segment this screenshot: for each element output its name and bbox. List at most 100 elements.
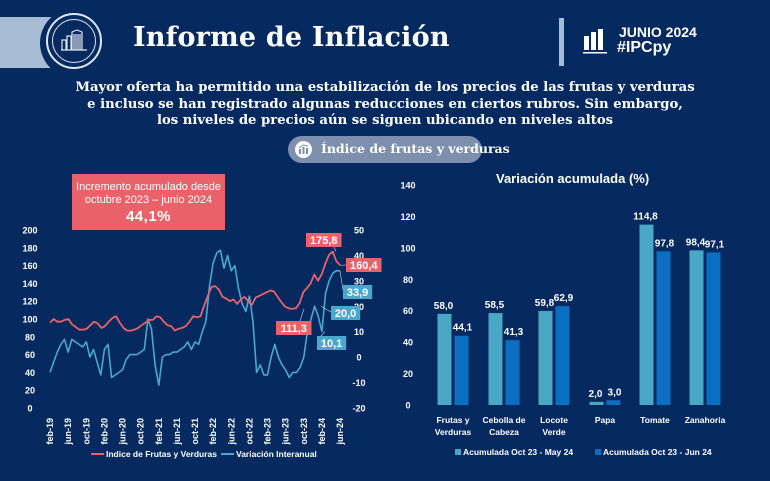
bar: [656, 251, 671, 405]
bar-category-label: Locote: [540, 415, 568, 425]
annotation-box: [317, 336, 347, 350]
bar-chart-title: Variación acumulada (%): [496, 171, 650, 186]
bar: [589, 401, 604, 405]
y-left-tick: 120: [22, 297, 37, 307]
annotation-label: 175,8: [310, 235, 338, 247]
annotation-label: 111,3: [281, 323, 307, 335]
legend-label-variation: Variación Interanual: [236, 449, 317, 459]
annotation-box: [343, 285, 373, 299]
page-title: Informe de Inflación: [133, 22, 450, 53]
annotation-leader: [320, 306, 332, 313]
bar-y-tick: 120: [400, 212, 415, 222]
bar: [454, 335, 469, 405]
y-left-tick: 40: [25, 368, 35, 378]
headline-line: e incluso se han registrado algunas redu…: [87, 96, 683, 112]
bar-chart-icon: [583, 29, 607, 54]
x-tick: jun-19: [63, 418, 73, 446]
x-tick: oct-21: [190, 418, 200, 445]
bar-value-label: 3,0: [608, 387, 622, 398]
cumulative-increase-callout: Incremento acumulado desde octubre 2023 …: [72, 174, 225, 230]
x-tick: feb-24: [317, 418, 327, 445]
y-left-tick: 20: [25, 386, 35, 396]
x-tick: oct-20: [136, 418, 146, 445]
bar-value-label: 58,0: [434, 301, 454, 312]
y-right-tick: 0: [356, 353, 361, 363]
callout-line-1: Incremento acumulado desde: [76, 181, 221, 193]
annotation-box: [306, 233, 342, 247]
hashtag: #IPCpy: [617, 39, 672, 56]
bar-value-label: 114,8: [633, 212, 658, 223]
bar-value-label: 62,9: [554, 293, 574, 304]
bar-value-label: 97,1: [705, 239, 725, 250]
bar-category-label: Cebolla de: [483, 415, 526, 425]
annotation-label: 33,9: [347, 287, 368, 299]
y-right-tick: 10: [354, 327, 364, 337]
y-left-tick: 60: [25, 350, 35, 360]
chart-badge-icon: [295, 141, 312, 158]
bar-value-label: 59,8: [535, 298, 555, 309]
bar-y-tick: 60: [403, 306, 413, 316]
y-right-tick: 30: [354, 276, 364, 286]
annotation-box: [331, 306, 361, 320]
bar: [437, 313, 452, 405]
report-date: JUNIO 2024: [619, 24, 697, 40]
annotation-leader: [320, 331, 326, 337]
section-pill-label: Índice de frutas y verduras: [321, 141, 510, 156]
headline-line: los niveles de precios aún se siguen ubi…: [156, 113, 614, 128]
callout-line-2: octubre 2023 – junio 2024: [84, 194, 213, 206]
annotation-leader: [299, 308, 305, 322]
x-tick: oct-22: [244, 418, 254, 445]
legend-label-may: Acumulada Oct 23 - May 24: [463, 447, 573, 457]
x-tick: jun-21: [172, 418, 182, 446]
bar-y-tick: 100: [400, 243, 415, 253]
y-left-tick: 180: [22, 243, 37, 253]
bar-category-label: Cabeza: [489, 427, 519, 437]
annotation-label: 160,4: [350, 260, 378, 272]
bar: [505, 340, 520, 405]
bar-value-label: 58,5: [485, 300, 505, 311]
x-tick: feb-23: [263, 418, 273, 445]
bar-value-label: 41,3: [504, 327, 524, 338]
y-right-tick: 40: [354, 251, 364, 261]
header-divider: [559, 18, 564, 66]
building-icon: [61, 29, 87, 51]
x-tick: oct-19: [81, 418, 91, 445]
section-pill: Índice de frutas y verduras: [288, 136, 510, 163]
annotation-label: 20,0: [335, 308, 356, 320]
y-left-tick: 100: [22, 315, 37, 325]
bar: [706, 252, 721, 405]
callout-value: 44,1%: [125, 208, 172, 225]
y-left-tick: 0: [27, 404, 32, 414]
bar-y-tick: 140: [400, 181, 415, 191]
bar: [606, 400, 621, 405]
bar: [488, 313, 503, 405]
y-left-tick: 80: [25, 332, 35, 342]
headline-line: Mayor oferta ha permitido una estabiliza…: [75, 80, 695, 95]
x-tick: jun-23: [281, 418, 291, 446]
bar-y-tick: 0: [405, 401, 410, 411]
logo-inner-ring: [52, 19, 96, 63]
legend-label-index: Indice de Frutas y Verduras: [106, 449, 217, 459]
bar-category-label: Papa: [595, 415, 616, 425]
x-tick: feb-21: [154, 418, 164, 445]
index-line: [49, 250, 341, 332]
x-tick: feb-20: [99, 418, 109, 445]
x-tick: jun-24: [335, 418, 345, 446]
annotation-box: [276, 321, 312, 335]
y-right-tick: -20: [352, 404, 365, 414]
x-tick: oct-23: [299, 418, 309, 445]
y-right-tick: 50: [354, 226, 364, 236]
bar: [689, 250, 704, 405]
bar-category-label: Frutas y: [436, 415, 469, 425]
y-left-tick: 200: [22, 226, 37, 236]
y-right-tick: -10: [352, 378, 365, 388]
annotation-label: 10,1: [321, 338, 342, 350]
bar-category-label: Verduras: [435, 427, 472, 437]
bar-value-label: 44,1: [453, 323, 473, 334]
annotation-leader: [339, 270, 344, 291]
y-left-tick: 140: [22, 279, 37, 289]
bar-chart: 0 20 40 60 80 100 120 140 58,0 44,1 58,5 41,3 59,8 6…: [400, 181, 725, 458]
legend-swatch-may: [455, 449, 461, 455]
x-tick: jun-22: [226, 418, 236, 446]
